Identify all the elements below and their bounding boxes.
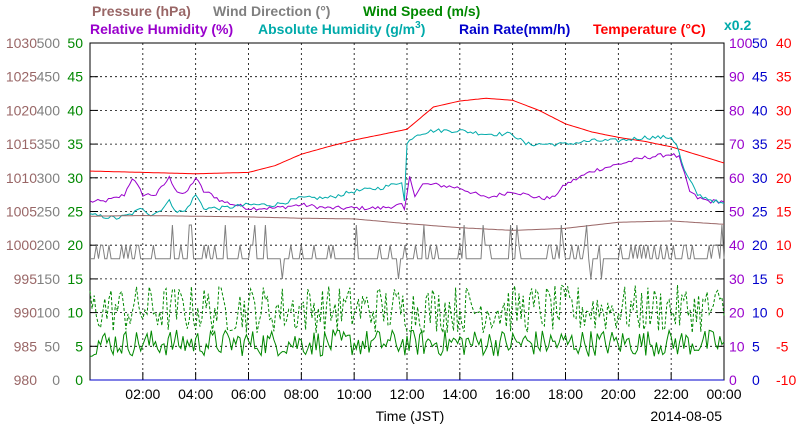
pressure-tick: 1025	[6, 69, 37, 85]
temperature-tick: 30	[776, 102, 792, 118]
wind-direction-tick: 400	[37, 102, 61, 118]
x-tick-label: 22:00	[654, 386, 689, 402]
date-label: 2014-08-05	[650, 408, 722, 424]
x-tick-label: 16:00	[495, 386, 530, 402]
rain-rate-tick: 50	[752, 35, 768, 51]
wind-direction-tick: 500	[37, 35, 61, 51]
wind-direction-tick: 50	[44, 338, 60, 354]
rain-rate-tick: 15	[752, 271, 768, 287]
x-tick-label: 06:00	[231, 386, 266, 402]
humidity-tick: 10	[729, 338, 745, 354]
temperature-tick: 5	[776, 271, 784, 287]
rain-rate-tick: 5	[752, 338, 760, 354]
pressure-tick: 985	[14, 338, 38, 354]
humidity-tick: 40	[729, 237, 745, 253]
rain-rate-tick: 35	[752, 136, 768, 152]
wind-speed-tick: 5	[75, 338, 83, 354]
x-tick-label: 02:00	[125, 386, 160, 402]
x-tick-label: 00:00	[706, 386, 741, 402]
pressure-tick: 1010	[6, 170, 37, 186]
rain-rate-tick: 25	[752, 204, 768, 220]
legend-relative-humidity: Relative Humidity (%)	[90, 21, 233, 37]
x-tick-label: 10:00	[337, 386, 372, 402]
x-tick-label: 08:00	[284, 386, 319, 402]
x-tick-label: 04:00	[178, 386, 213, 402]
legend-wind-direction: Wind Direction (°)	[213, 3, 330, 19]
wind-speed-tick: 35	[67, 136, 83, 152]
temperature-tick: 35	[776, 69, 792, 85]
wind-direction-tick: 150	[37, 271, 61, 287]
temperature-tick: 40	[776, 35, 792, 51]
wind-speed-tick: 0	[75, 372, 83, 388]
humidity-tick: 50	[729, 204, 745, 220]
x-tick-label: 20:00	[601, 386, 636, 402]
legend-wind-speed: Wind Speed (m/s)	[363, 3, 480, 19]
legend-absolute-humidity: Absolute Humidity (g/m3)	[258, 20, 425, 37]
pressure-tick: 990	[14, 305, 38, 321]
x-tick-label: 12:00	[389, 386, 424, 402]
wind-direction-tick: 100	[37, 305, 61, 321]
wind-direction-tick: 350	[37, 136, 61, 152]
x-tick-label: 18:00	[548, 386, 583, 402]
humidity-tick: 30	[729, 271, 745, 287]
series-relative-humidity	[89, 153, 725, 212]
rain-rate-tick: 40	[752, 102, 768, 118]
humidity-tick: 80	[729, 102, 745, 118]
humidity-tick: 90	[729, 69, 745, 85]
wind-speed-tick: 30	[67, 170, 83, 186]
wind-speed-tick: 50	[67, 35, 83, 51]
series-wind-speed-gust-m-s	[89, 284, 725, 334]
wind-direction-tick: 450	[37, 69, 61, 85]
wind-speed-tick: 10	[67, 305, 83, 321]
series-wind-direction	[90, 224, 725, 279]
x-tick-label: 14:00	[442, 386, 477, 402]
wind-speed-tick: 40	[67, 102, 83, 118]
humidity-tick: 70	[729, 136, 745, 152]
temperature-tick: 10	[776, 237, 792, 253]
wind-direction-tick: 250	[37, 204, 61, 220]
temperature-tick: 15	[776, 204, 792, 220]
legend-temperature: Temperature (°C)	[593, 21, 706, 37]
temperature-tick: 25	[776, 136, 792, 152]
humidity-tick: 100	[729, 35, 753, 51]
humidity-tick: 0	[729, 372, 737, 388]
pressure-tick: 980	[14, 372, 38, 388]
temperature-tick: -5	[776, 338, 789, 354]
temperature-tick: 0	[776, 305, 784, 321]
rain-rate-tick: 10	[752, 305, 768, 321]
pressure-tick: 1005	[6, 204, 37, 220]
wind-speed-tick: 25	[67, 204, 83, 220]
wind-direction-tick: 0	[52, 372, 60, 388]
rain-rate-tick: 45	[752, 69, 768, 85]
humidity-tick: 60	[729, 170, 745, 186]
wind-direction-tick: 300	[37, 170, 61, 186]
wind-speed-tick: 15	[67, 271, 83, 287]
wind-speed-tick: 20	[67, 237, 83, 253]
pressure-tick: 1000	[6, 237, 37, 253]
humidity-tick: 20	[729, 305, 745, 321]
rain-rate-tick: 30	[752, 170, 768, 186]
pressure-tick: 1020	[6, 102, 37, 118]
series-wind-speed-m-s	[89, 328, 725, 357]
series-temperature-c	[90, 97, 725, 175]
temperature-tick: -10	[776, 372, 796, 388]
legend-pressure: Pressure (hPa)	[92, 3, 191, 19]
temperature-tick: 20	[776, 170, 792, 186]
rain-rate-tick: 20	[752, 237, 768, 253]
wind-speed-tick: 45	[67, 69, 83, 85]
pressure-tick: 1015	[6, 136, 37, 152]
x-axis-ticks: 02:00 04:00 06:00 08:00 10:00 12:00 14:00 16:00…	[125, 372, 742, 402]
series-group	[89, 97, 725, 381]
x-axis-label: Time (JST)	[376, 408, 445, 424]
series-absolute-humidity-g-m3	[89, 128, 725, 220]
pressure-tick: 995	[14, 271, 38, 287]
legend-rain-rate: Rain Rate(mm/h)	[459, 21, 570, 37]
pressure-tick: 1030	[6, 35, 37, 51]
legend-abs-humidity-scale: x0.2	[724, 17, 751, 33]
rain-rate-tick: 0	[752, 372, 760, 388]
series-pressure-hpa	[90, 214, 725, 231]
wind-direction-tick: 200	[37, 237, 61, 253]
